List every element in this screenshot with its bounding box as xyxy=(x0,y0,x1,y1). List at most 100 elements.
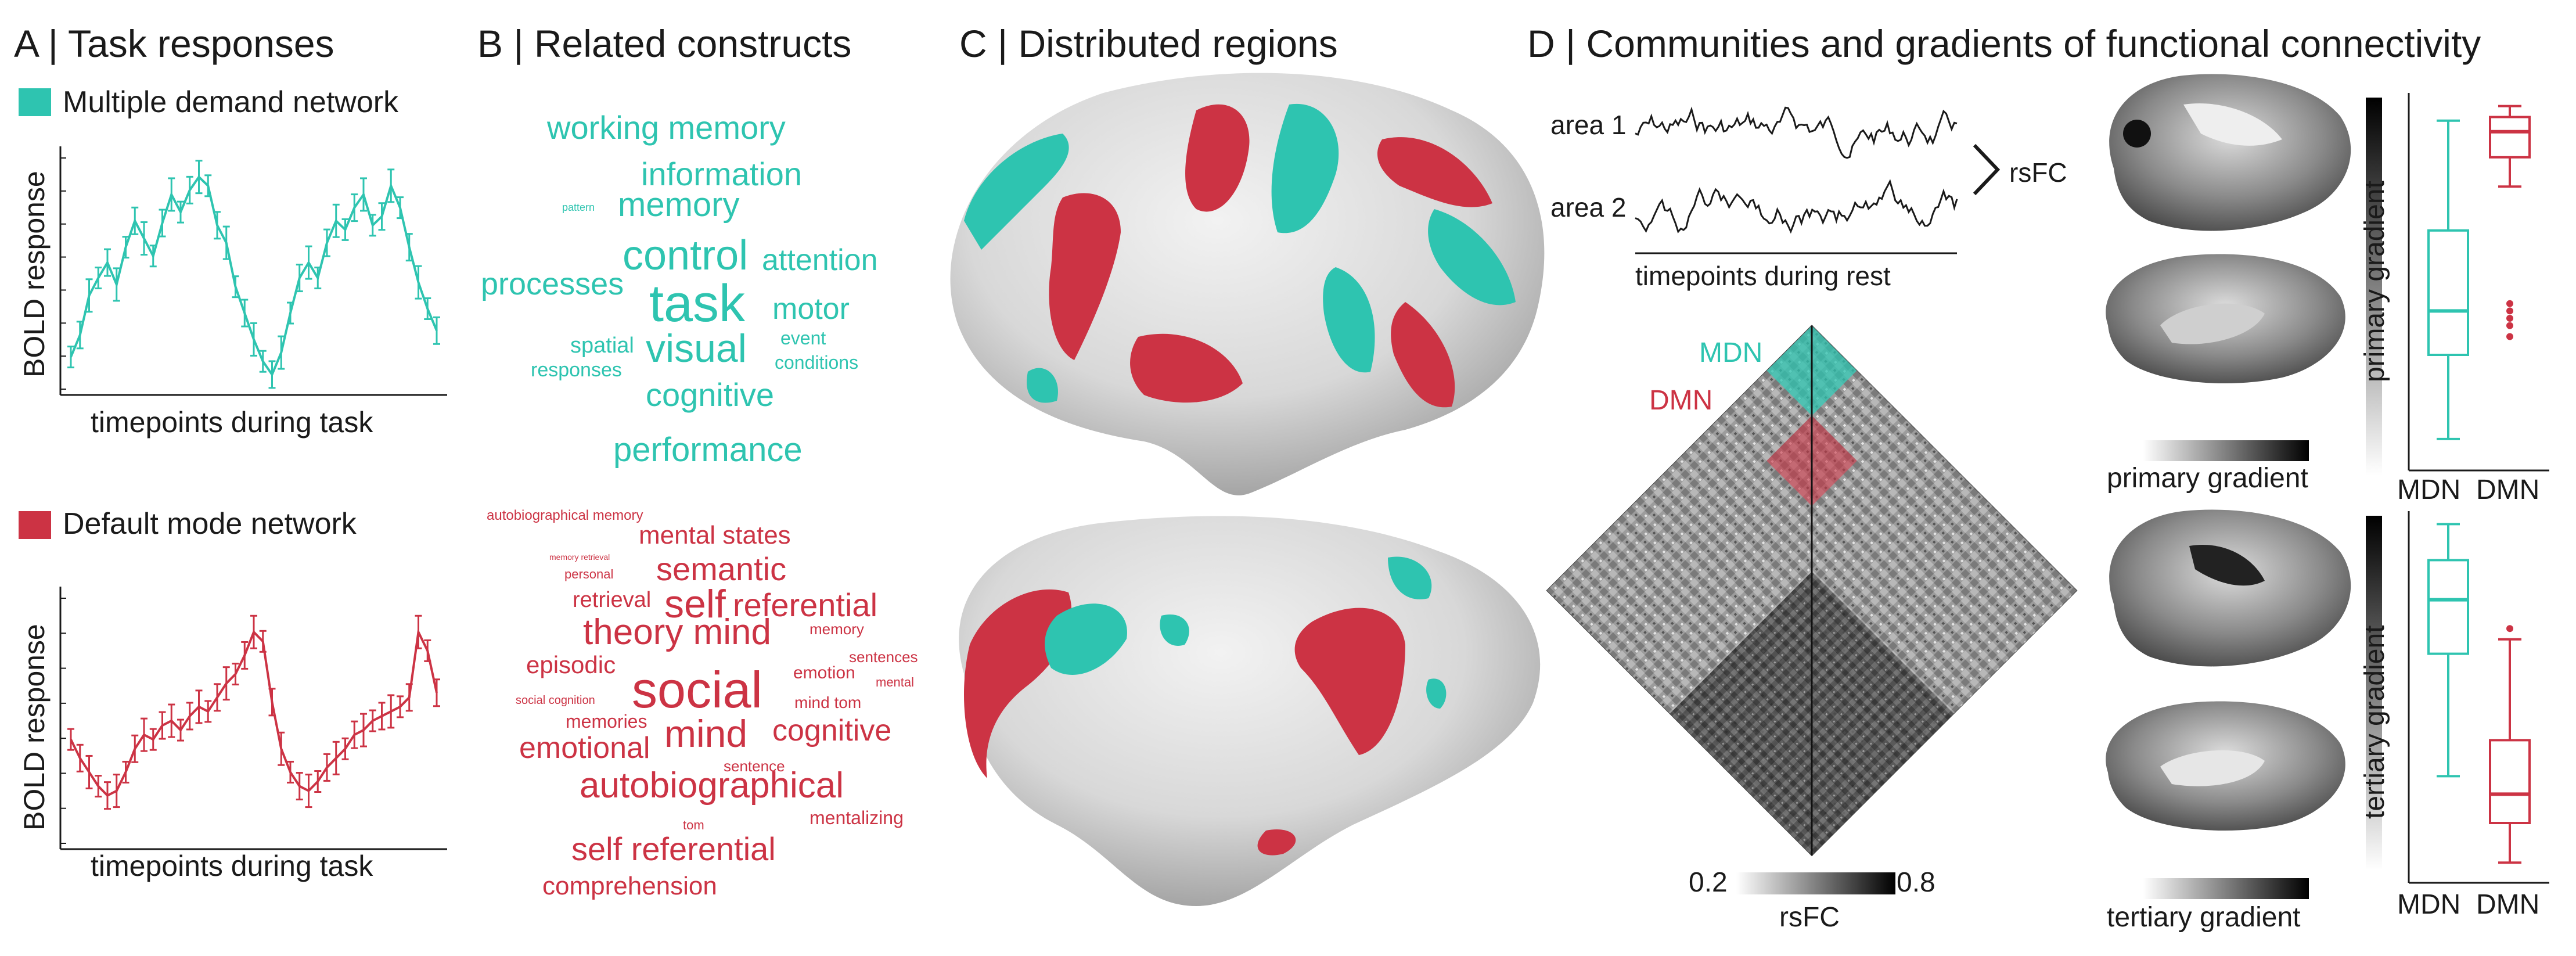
panel-a-title: A | Task responses xyxy=(14,22,334,65)
primary-brain-lateral xyxy=(2109,74,2351,231)
word: episodic xyxy=(526,651,616,678)
word: memory retrieval xyxy=(549,552,610,562)
timeseries-line xyxy=(1635,179,1958,234)
box-tertiary-x-dmn: DMN xyxy=(2476,889,2540,920)
word: personal xyxy=(564,567,614,581)
area2-label: area 2 xyxy=(1550,192,1627,222)
matrix-mdn-label: MDN xyxy=(1699,337,1763,368)
rsfc-label: rsFC xyxy=(2009,157,2067,188)
box-primary-x-dmn: DMN xyxy=(2476,475,2540,505)
word: memory xyxy=(618,186,740,224)
rest-xlabel: timepoints during rest xyxy=(1635,261,1891,291)
word: task xyxy=(649,275,746,333)
tertiary-boxplot xyxy=(2408,511,2549,884)
outlier xyxy=(2506,307,2513,315)
word: visual xyxy=(646,326,747,371)
mdn-region xyxy=(1426,678,1447,709)
word: social cognition xyxy=(516,694,595,707)
primary-vertical-colorbar xyxy=(2366,98,2382,475)
dmn-region xyxy=(964,589,1072,778)
word: processes xyxy=(481,267,624,301)
word: memories xyxy=(566,711,647,732)
tertiary-brain-lateral xyxy=(2109,509,2351,667)
dmn-region xyxy=(1049,193,1121,360)
word: performance xyxy=(613,431,803,469)
outlier xyxy=(2506,300,2513,307)
tertiary-gradient-bar xyxy=(2143,878,2309,899)
box xyxy=(2427,559,2469,655)
mdn-region xyxy=(1388,556,1432,599)
mdn-task-chart xyxy=(59,146,447,396)
word: mind xyxy=(664,712,748,755)
word: working memory xyxy=(547,109,786,146)
word: responses xyxy=(531,359,622,381)
tertiary-gradient-label: tertiary gradient xyxy=(2107,902,2301,933)
word: mental states xyxy=(639,521,791,549)
word: control xyxy=(623,232,749,279)
matrix-dmn-label: DMN xyxy=(1649,385,1713,416)
brain-lateral-view xyxy=(950,73,1545,495)
outlier xyxy=(2506,315,2513,322)
mdn-xlabel: timepoints during task xyxy=(91,406,373,439)
box xyxy=(2427,229,2469,356)
dmn-task-plot xyxy=(59,587,447,850)
mdn-legend-swatch xyxy=(19,88,51,116)
rsfc-bracket xyxy=(1973,143,2001,196)
panel-d-title: D | Communities and gradients of functio… xyxy=(1527,22,2481,65)
word: tom xyxy=(683,818,704,832)
tertiary-vertical-colorbar xyxy=(2366,516,2382,870)
word: social xyxy=(632,661,762,718)
mdn-region xyxy=(1428,209,1516,306)
mdn-region xyxy=(1045,603,1127,675)
dmn-xlabel: timepoints during task xyxy=(91,850,373,882)
tertiary-brain-medial xyxy=(2106,701,2345,831)
primary-gradient-label: primary gradient xyxy=(2107,463,2308,494)
word: emotional xyxy=(519,731,650,765)
word: motor xyxy=(772,292,850,326)
colorbar-gradient xyxy=(1736,872,1895,894)
cbar-min: 0.2 xyxy=(1689,867,1728,898)
box-primary-x-mdn: MDN xyxy=(2397,475,2461,505)
word: sentence xyxy=(724,757,785,775)
outlier xyxy=(2506,625,2513,632)
word: autobiographical memory xyxy=(487,508,643,523)
word: theory mind xyxy=(583,612,771,652)
outlier xyxy=(2506,322,2513,329)
mdn-region xyxy=(1271,103,1339,233)
dmn-region xyxy=(1294,608,1405,755)
word: conditions xyxy=(775,352,859,373)
dmn-region xyxy=(1257,829,1296,856)
box-tertiary-x-mdn: MDN xyxy=(2397,889,2461,920)
word: spatial xyxy=(570,333,634,358)
mdn-task-plot xyxy=(59,146,447,396)
word: memory xyxy=(810,620,864,638)
dmn-region xyxy=(1185,104,1250,212)
primary-gradient-bar xyxy=(2143,440,2309,461)
box xyxy=(2489,739,2531,825)
area1-label: area 1 xyxy=(1550,110,1627,140)
brain-medial-view xyxy=(959,516,1541,906)
dmn-region xyxy=(1391,302,1455,408)
mdn-region xyxy=(1160,614,1189,646)
word: attention xyxy=(762,243,878,277)
dmn-legend-swatch xyxy=(19,511,51,539)
cbar-max: 0.8 xyxy=(1897,867,1935,898)
mdn-region xyxy=(1027,368,1058,403)
word: referential xyxy=(733,587,878,623)
word: mental xyxy=(876,675,915,689)
mdn-region xyxy=(964,134,1069,250)
primary-boxplot xyxy=(2408,93,2549,472)
word: autobiographical xyxy=(580,765,844,806)
mdn-legend-label: Multiple demand network xyxy=(63,85,399,119)
word: information xyxy=(641,156,803,192)
dmn-task-chart xyxy=(59,587,447,850)
box-primary-ylabel: primary gradient xyxy=(2359,181,2390,382)
word: semantic xyxy=(656,551,787,587)
dmn-legend-label: Default mode network xyxy=(63,507,357,541)
mdn-region xyxy=(1323,267,1375,373)
box xyxy=(2489,116,2531,159)
